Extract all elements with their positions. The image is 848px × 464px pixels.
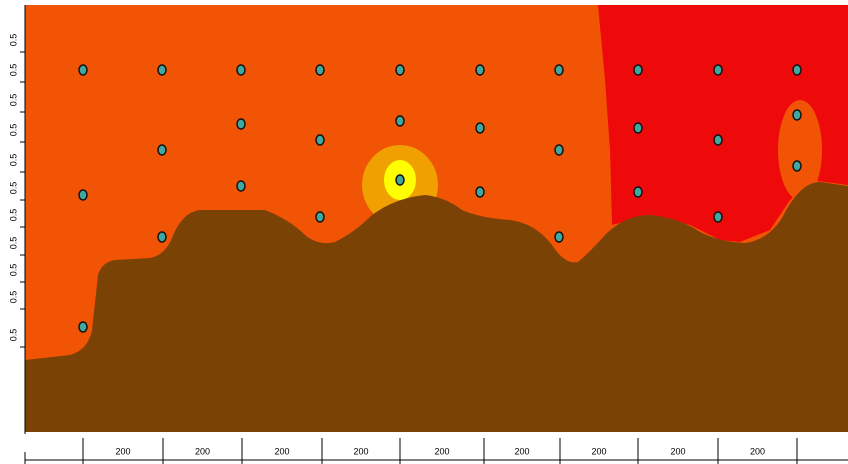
sensor-point	[157, 231, 167, 243]
terrain	[25, 182, 848, 432]
dimension-label: 200	[115, 446, 130, 456]
sensor-point	[713, 64, 723, 76]
sensor-point	[395, 174, 405, 186]
dimension-label: 200	[353, 446, 368, 456]
sensor-point	[315, 134, 325, 146]
sensor-point	[475, 64, 485, 76]
sensor-point	[157, 64, 167, 76]
sensor-point	[554, 231, 564, 243]
local-zone	[778, 100, 822, 200]
sensor-point	[633, 122, 643, 134]
sensor-point	[792, 160, 802, 172]
scale-label: 0.5	[8, 329, 18, 342]
scale-label: 0.5	[8, 209, 18, 222]
sensor-point	[236, 180, 246, 192]
scale-label: 0.5	[8, 34, 18, 47]
scale-label: 0.5	[8, 94, 18, 107]
sensor-point	[236, 64, 246, 76]
sensor-point	[395, 115, 405, 127]
sensor-point	[315, 211, 325, 223]
sensor-point	[475, 186, 485, 198]
sensor-point	[157, 144, 167, 156]
sensor-point	[315, 64, 325, 76]
sensor-point	[78, 64, 88, 76]
scale-label: 0.5	[8, 291, 18, 304]
sensor-point	[633, 64, 643, 76]
sensor-point	[554, 144, 564, 156]
sensor-point	[78, 321, 88, 333]
scale-label: 0.5	[8, 182, 18, 195]
sensor-point	[633, 186, 643, 198]
scale-label: 0.5	[8, 124, 18, 137]
sensor-point	[713, 211, 723, 223]
scale-label: 0.5	[8, 64, 18, 77]
dimension-label: 200	[514, 446, 529, 456]
sensor-point	[713, 134, 723, 146]
dimension-label: 200	[195, 446, 210, 456]
dimension-label: 200	[434, 446, 449, 456]
sensor-point	[792, 109, 802, 121]
sensor-point	[554, 64, 564, 76]
dimension-label: 200	[670, 446, 685, 456]
sensor-point	[78, 189, 88, 201]
dimension-label: 200	[274, 446, 289, 456]
sensor-point	[395, 64, 405, 76]
dimension-label: 200	[591, 446, 606, 456]
scale-label: 0.5	[8, 237, 18, 250]
sensor-point	[475, 122, 485, 134]
sensor-point	[792, 64, 802, 76]
scale-label: 0.5	[8, 154, 18, 167]
dimension-label: 200	[750, 446, 765, 456]
scale-label: 0.5	[8, 264, 18, 277]
sensor-point	[236, 118, 246, 130]
